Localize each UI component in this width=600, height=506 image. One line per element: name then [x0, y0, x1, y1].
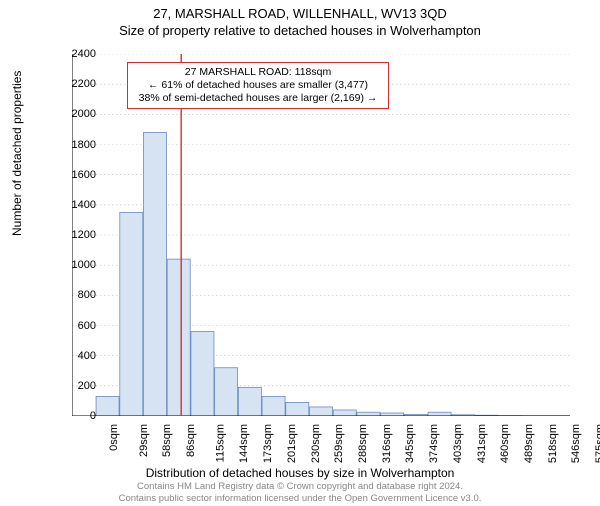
- histogram-bar: [286, 402, 309, 416]
- x-tick-label: 173sqm: [262, 424, 274, 463]
- x-tick-label: 230sqm: [310, 424, 322, 463]
- annotation-line2: ← 61% of detached houses are smaller (3,…: [134, 79, 382, 92]
- annotation-line1: 27 MARSHALL ROAD: 118sqm: [134, 66, 382, 79]
- footer-line1: Contains HM Land Registry data © Crown c…: [0, 481, 600, 492]
- x-tick-label: 460sqm: [499, 424, 511, 463]
- x-tick-label: 345sqm: [405, 424, 417, 463]
- annotation-line3: 38% of semi-detached houses are larger (…: [134, 92, 382, 105]
- page-subtitle: Size of property relative to detached ho…: [0, 23, 600, 38]
- x-tick-label: 288sqm: [357, 424, 369, 463]
- histogram-bar: [309, 407, 332, 416]
- y-tick-label: 800: [56, 289, 96, 301]
- histogram-bar: [262, 396, 285, 416]
- footer-line2: Contains public sector information licen…: [0, 493, 600, 504]
- histogram-bar: [333, 410, 356, 416]
- y-tick-label: 400: [56, 350, 96, 362]
- x-tick-label: 316sqm: [381, 424, 393, 463]
- y-tick-label: 600: [56, 320, 96, 332]
- x-tick-label: 403sqm: [452, 424, 464, 463]
- y-tick-label: 1000: [56, 259, 96, 271]
- annotation-box: 27 MARSHALL ROAD: 118sqm ← 61% of detach…: [127, 62, 389, 109]
- histogram-bar: [120, 212, 143, 416]
- histogram-bar: [428, 412, 451, 416]
- y-tick-label: 2200: [56, 78, 96, 90]
- x-tick-label: 0sqm: [108, 424, 120, 451]
- histogram-bar: [357, 412, 380, 416]
- x-tick-label: 144sqm: [239, 424, 251, 463]
- histogram-bar: [215, 368, 238, 416]
- y-tick-label: 200: [56, 380, 96, 392]
- x-tick-label: 489sqm: [523, 424, 535, 463]
- x-tick-label: 115sqm: [214, 424, 226, 462]
- x-tick-label: 86sqm: [185, 424, 197, 457]
- histogram-bar: [167, 259, 190, 416]
- histogram-bar: [191, 332, 214, 416]
- y-tick-label: 1800: [56, 139, 96, 151]
- x-tick-label: 201sqm: [286, 424, 298, 463]
- y-tick-label: 1600: [56, 169, 96, 181]
- footer: Contains HM Land Registry data © Crown c…: [0, 481, 600, 504]
- y-tick-label: 2000: [56, 108, 96, 120]
- histogram-bar: [238, 387, 261, 416]
- page-title: 27, MARSHALL ROAD, WILLENHALL, WV13 3QD: [0, 6, 600, 21]
- y-axis-label: Number of detached properties: [10, 71, 24, 236]
- histogram-bar: [96, 396, 119, 416]
- x-tick-label: 575sqm: [594, 424, 600, 463]
- x-tick-label: 518sqm: [547, 424, 559, 463]
- y-tick-label: 1400: [56, 199, 96, 211]
- x-axis-label: Distribution of detached houses by size …: [0, 466, 600, 480]
- x-tick-label: 431sqm: [476, 424, 488, 463]
- x-tick-label: 546sqm: [571, 424, 583, 463]
- x-tick-label: 29sqm: [138, 424, 150, 457]
- x-tick-label: 374sqm: [428, 424, 440, 463]
- x-tick-label: 259sqm: [333, 424, 345, 463]
- y-tick-label: 1200: [56, 229, 96, 241]
- y-tick-label: 0: [56, 410, 96, 422]
- y-tick-label: 2400: [56, 48, 96, 60]
- histogram-bar: [143, 132, 166, 416]
- x-tick-label: 58sqm: [161, 424, 173, 457]
